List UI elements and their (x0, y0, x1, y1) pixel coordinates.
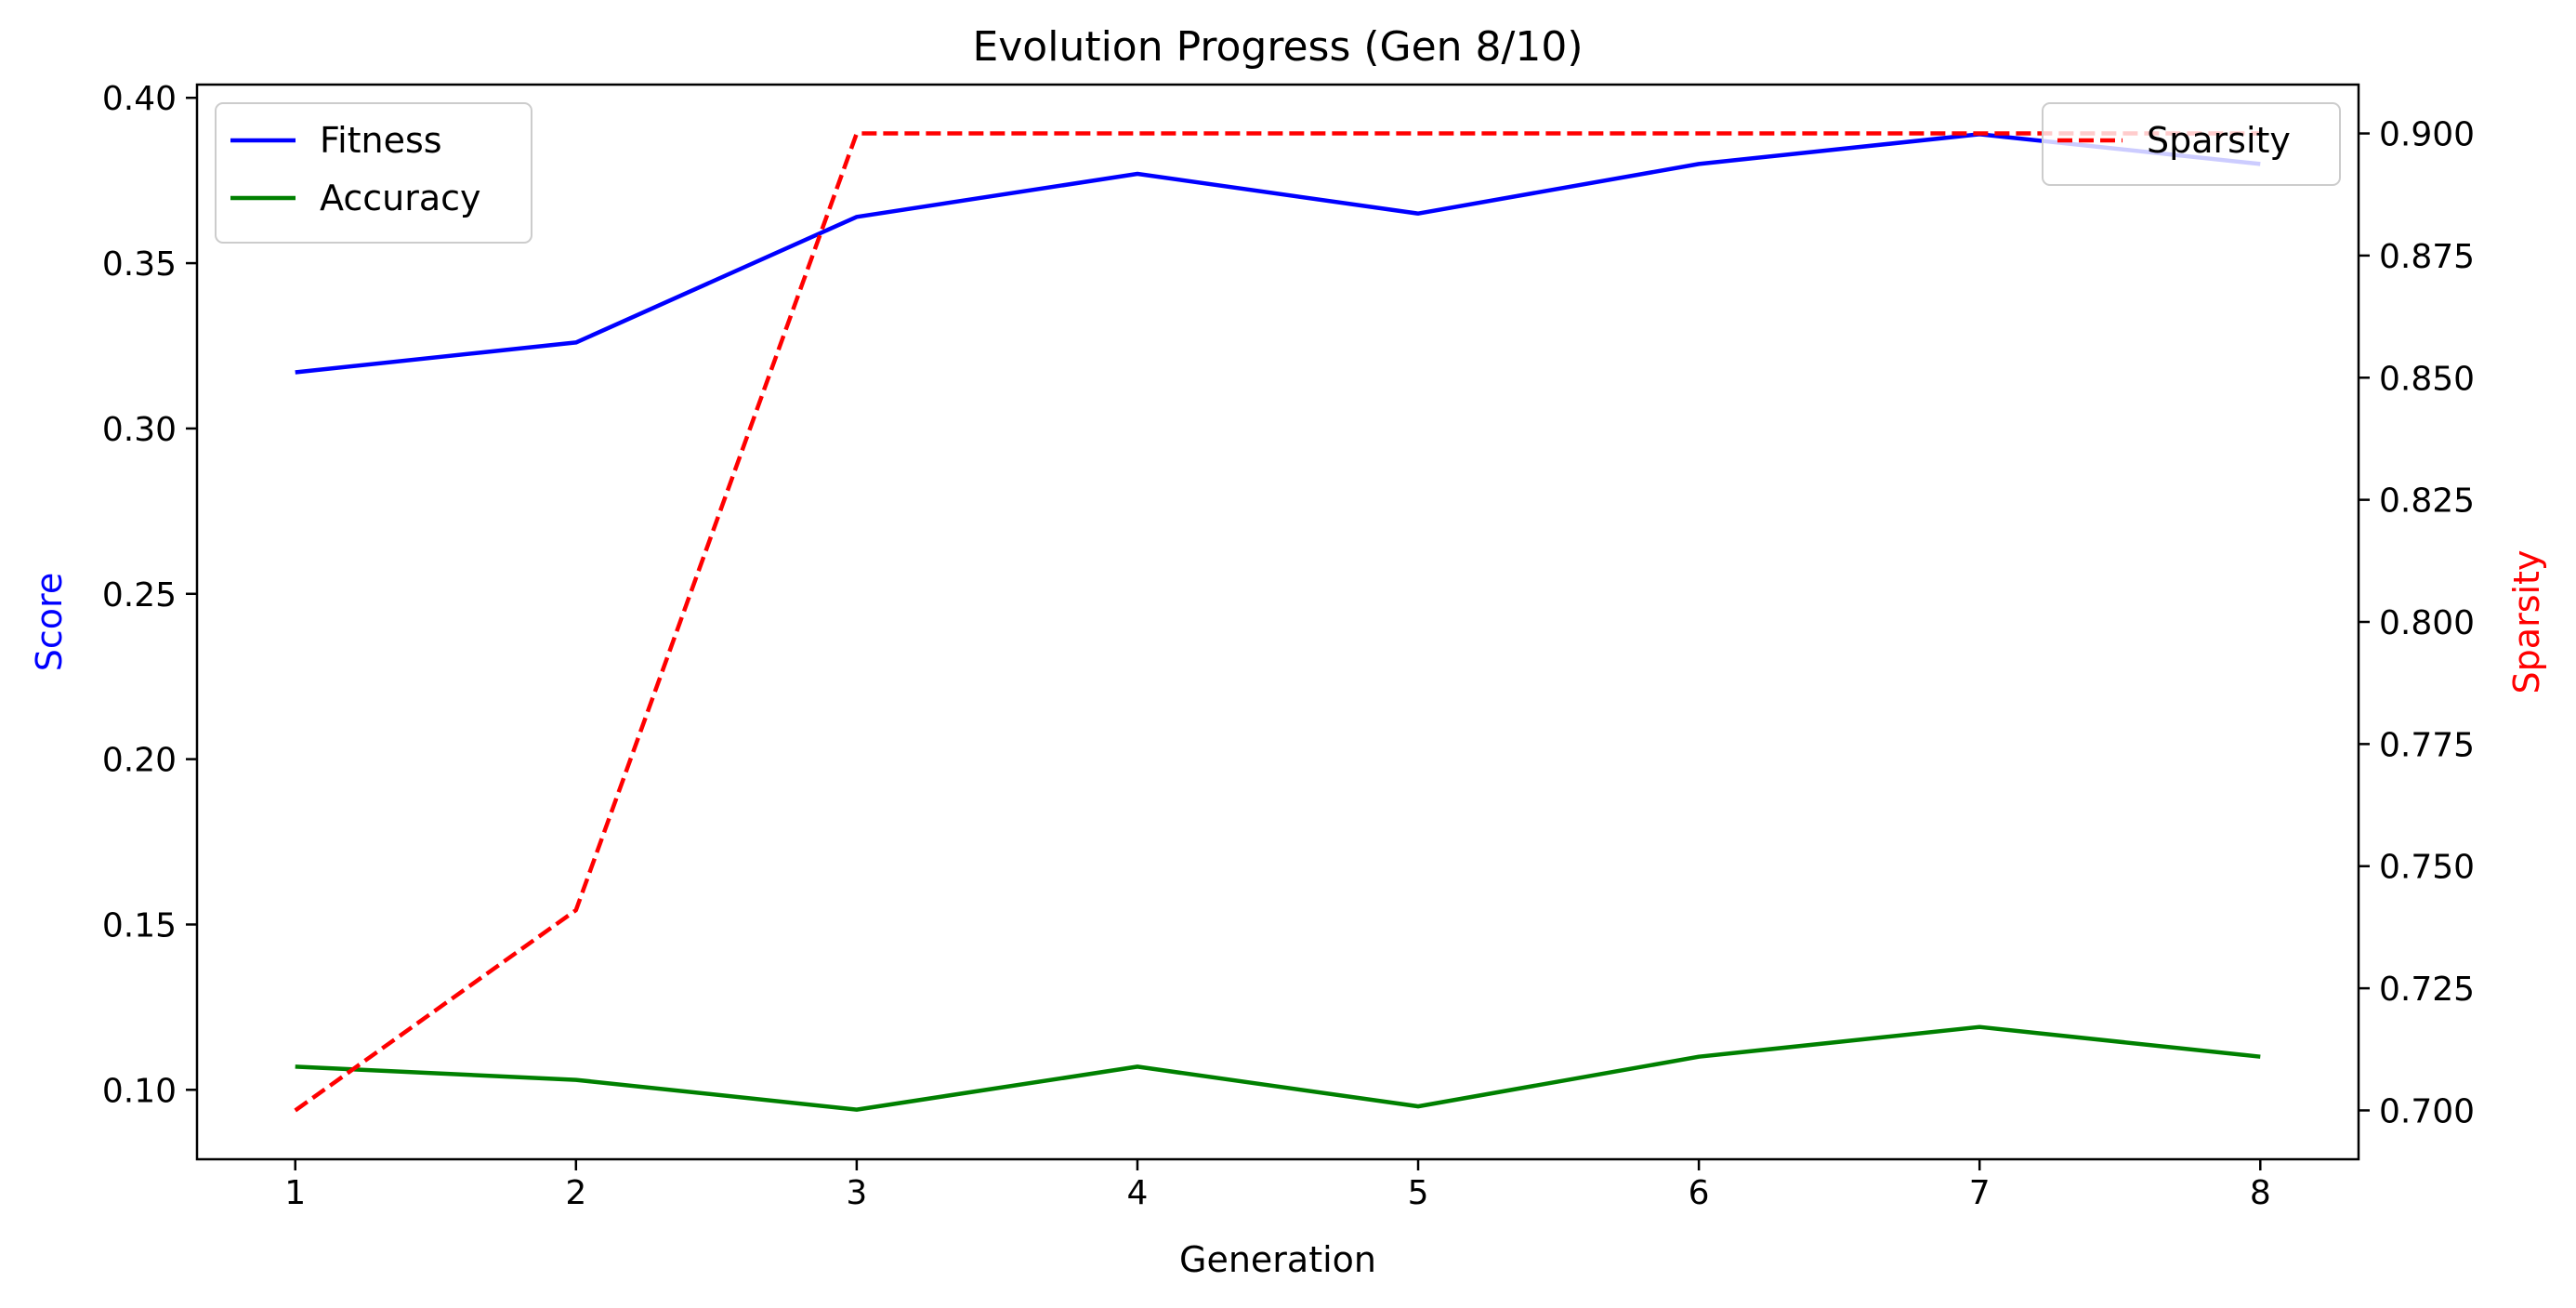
x-tick-label: 6 (1689, 1174, 1710, 1212)
y2-tick-label: 0.725 (2379, 971, 2475, 1009)
legend-label-sparsity: Sparsity (2147, 120, 2291, 161)
legend-upper-right: Sparsity (2042, 102, 2341, 186)
legend-box (2042, 102, 2341, 186)
y-tick-label: 0.40 (102, 80, 177, 118)
y-tick-label: 0.25 (102, 576, 177, 614)
y-tick-label: 0.20 (102, 742, 177, 780)
y2-tick-label: 0.750 (2379, 849, 2475, 887)
y2-tick-label: 0.800 (2379, 604, 2475, 642)
y2-tick-label: 0.825 (2379, 482, 2475, 521)
plot-area: 1 2 3 4 5 6 7 8 0.10 0.15 0.20 0.25 0.30 0.35 0.40 0.70… (102, 80, 2475, 1212)
x-tick-label: 4 (1127, 1174, 1149, 1212)
plot-frame (195, 83, 2360, 1161)
x-tick-label: 5 (1408, 1174, 1429, 1212)
x-tick-label: 7 (1969, 1174, 1991, 1212)
y2-tick-label: 0.775 (2379, 726, 2475, 764)
x-axis-title: Generation (1179, 1239, 1376, 1280)
series-line-accuracy (295, 1024, 2261, 1112)
y2-tick-label: 0.700 (2379, 1092, 2475, 1130)
legend-label-fitness: Fitness (320, 120, 442, 161)
y-tick-label: 0.30 (102, 411, 177, 449)
y-tick-label: 0.35 (102, 245, 177, 284)
legend-box (215, 102, 532, 244)
y2-axis-title: Sparsity (2506, 550, 2547, 694)
y2-tick-label: 0.900 (2379, 116, 2475, 154)
chart-title: Evolution Progress (Gen 8/10) (972, 23, 1583, 71)
y2-tick-label: 0.875 (2379, 238, 2475, 276)
series-line-sparsity (294, 131, 2261, 1113)
series-line-fitness (295, 132, 2261, 375)
legend-upper-left: Fitness Accuracy (215, 102, 532, 244)
y-tick-label: 0.10 (102, 1072, 177, 1110)
x-tick-label: 8 (2250, 1174, 2271, 1212)
x-tick-label: 1 (284, 1174, 306, 1212)
x-tick-label: 3 (846, 1174, 867, 1212)
y-axis-title: Score (29, 573, 70, 671)
x-tick-label: 2 (565, 1174, 586, 1212)
y-tick-label: 0.15 (102, 906, 177, 945)
legend-label-accuracy: Accuracy (320, 178, 481, 218)
y2-tick-label: 0.850 (2379, 360, 2475, 398)
